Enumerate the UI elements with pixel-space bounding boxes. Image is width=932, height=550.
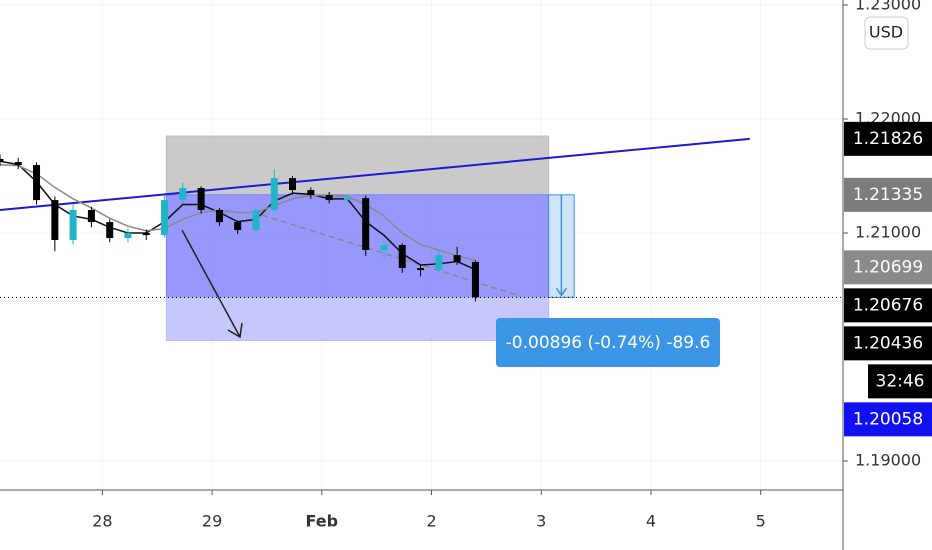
measure-label-text: -0.00896 (-0.74%) -89.6 <box>506 333 711 353</box>
price-label: 1.20058 <box>853 409 923 429</box>
candle-body <box>179 187 187 201</box>
candle-body <box>343 198 351 201</box>
usd-button-box[interactable] <box>864 16 909 50</box>
range-rectangle <box>165 135 550 196</box>
candle-body <box>307 190 315 196</box>
candle-body <box>161 200 169 236</box>
price-label-box <box>844 326 932 361</box>
price-label-box <box>844 288 932 323</box>
candle-body <box>14 162 22 166</box>
candle-body <box>398 245 406 269</box>
x-tick-label: 29 <box>202 512 222 531</box>
moving-average <box>0 163 476 262</box>
arrow-drawing <box>181 229 243 339</box>
y-tick-label: 1.19000 <box>855 451 921 470</box>
price-label: 1.21335 <box>853 185 923 205</box>
x-tick-label: 5 <box>756 512 766 531</box>
candle-body <box>252 210 260 231</box>
measure-label-box <box>496 318 720 367</box>
candle-body <box>69 210 77 240</box>
candle-body <box>87 210 95 223</box>
price-label: 1.20676 <box>853 295 923 315</box>
price-label: 1.20699 <box>853 257 923 277</box>
range-rectangle <box>165 296 550 341</box>
candle-body <box>234 222 242 231</box>
candle-body <box>0 158 4 163</box>
candle-body <box>106 222 114 239</box>
candle-body <box>33 165 41 201</box>
candle-body <box>380 245 388 251</box>
price-label-box <box>844 402 932 437</box>
price-label: 1.21826 <box>853 129 923 149</box>
price-label: 1.20436 <box>853 333 923 353</box>
candle-body <box>417 268 425 271</box>
countdown-box <box>868 364 932 399</box>
candle-body <box>325 195 333 201</box>
price-label-box <box>844 121 932 156</box>
x-tick-label: 4 <box>646 512 656 531</box>
candle-body <box>197 187 205 210</box>
candle-body <box>124 233 132 239</box>
x-tick-label: 2 <box>426 512 436 531</box>
y-tick-label: 1.23000 <box>855 0 921 14</box>
measure-arrowhead <box>555 287 568 297</box>
usd-button[interactable]: USD <box>864 16 909 50</box>
candle-body <box>453 255 461 262</box>
x-tick-label: 28 <box>92 512 112 531</box>
candle-body <box>215 210 223 223</box>
measure-label: -0.00896 (-0.74%) -89.6 <box>496 318 720 367</box>
currency[interactable]: USD <box>869 23 903 42</box>
candle-body <box>289 178 297 191</box>
price-label-box <box>844 177 932 212</box>
y-tick-label: 1.21000 <box>855 223 921 242</box>
x-tick-label: Feb <box>306 512 339 531</box>
candle-body <box>362 198 370 251</box>
candle-body <box>471 261 479 298</box>
candle-body <box>435 255 443 271</box>
countdown: 32:46 <box>876 371 925 391</box>
candle-body <box>51 200 59 240</box>
price-label-box <box>844 250 932 285</box>
x-tick-label: 3 <box>536 512 546 531</box>
candle-body <box>142 233 150 236</box>
trend-line <box>0 137 750 211</box>
candle-body <box>270 178 278 210</box>
